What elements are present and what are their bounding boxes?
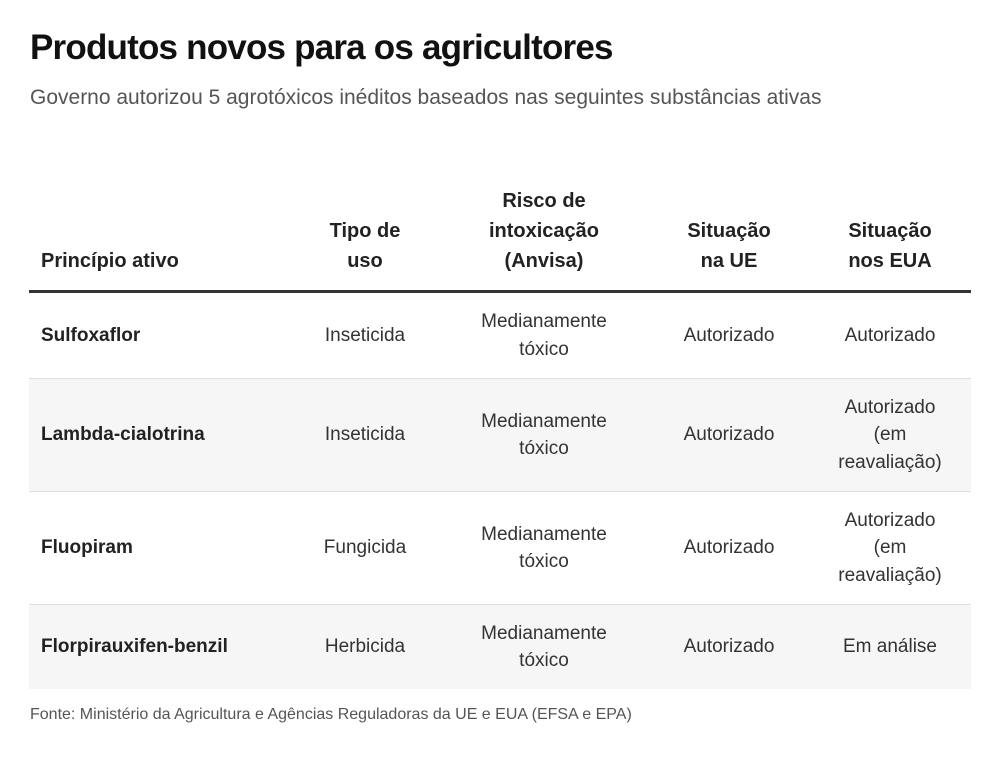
cell-principio-ativo: Fluopiram xyxy=(29,491,291,605)
cell-risco-label: Medianamente tóxico xyxy=(481,410,607,460)
header-tipo-de-uso: Tipo de uso xyxy=(291,166,439,293)
table-row: Fluopiram Fungicida Medianamente tóxico … xyxy=(29,491,971,605)
cell-tipo-de-uso: Inseticida xyxy=(291,291,439,379)
header-risco-intoxicacao-label: Risco de intoxicação (Anvisa) xyxy=(488,190,600,272)
cell-risco-label: Medianamente tóxico xyxy=(481,311,607,360)
cell-situacao-ue: Autorizado xyxy=(649,604,809,689)
cell-situacao-eua: Autorizado (em reavaliação) xyxy=(809,491,971,605)
cell-situacao-eua: Autorizado (em reavaliação) xyxy=(809,378,971,492)
table-body: Sulfoxaflor Inseticida Medianamente tóxi… xyxy=(29,291,971,689)
cell-risco-intoxicacao: Medianamente tóxico xyxy=(439,378,649,492)
cell-risco-label: Medianamente tóxico xyxy=(481,622,607,672)
header-situacao-eua-label: Situação nos EUA xyxy=(848,220,932,272)
cell-eua-label: Em análise xyxy=(843,636,937,658)
cell-risco-label: Medianamente tóxico xyxy=(481,523,607,573)
table-row: Florpirauxifen-benzil Herbicida Medianam… xyxy=(29,604,971,689)
header-tipo-de-uso-label: Tipo de uso xyxy=(329,220,401,272)
cell-situacao-eua: Em análise xyxy=(809,604,971,689)
cell-eua-label: Autorizado xyxy=(844,324,936,346)
cell-situacao-ue: Autorizado xyxy=(649,378,809,492)
cell-risco-intoxicacao: Medianamente tóxico xyxy=(439,291,649,379)
cell-eua-label: Autorizado (em reavaliação) xyxy=(838,509,942,586)
cell-risco-intoxicacao: Medianamente tóxico xyxy=(439,491,649,605)
table-row: Lambda-cialotrina Inseticida Medianament… xyxy=(29,378,971,492)
header-situacao-ue-label: Situação na UE xyxy=(687,220,771,272)
cell-principio-ativo: Sulfoxaflor xyxy=(29,291,291,379)
header-situacao-eua: Situação nos EUA xyxy=(809,166,971,293)
cell-situacao-ue: Autorizado xyxy=(649,291,809,379)
cell-tipo-de-uso: Fungicida xyxy=(291,491,439,605)
cell-principio-ativo: Lambda-cialotrina xyxy=(29,378,291,492)
cell-principio-ativo: Florpirauxifen-benzil xyxy=(29,604,291,689)
cell-risco-intoxicacao: Medianamente tóxico xyxy=(439,604,649,689)
substances-table: Princípio ativo Tipo de uso Risco de int… xyxy=(29,166,971,689)
page-subtitle: Governo autorizou 5 agrotóxicos inéditos… xyxy=(30,86,822,109)
cell-eua-label: Autorizado (em reavaliação) xyxy=(838,396,942,473)
header-principio-ativo: Princípio ativo xyxy=(29,166,291,293)
header-row: Princípio ativo Tipo de uso Risco de int… xyxy=(29,166,971,293)
page-title: Produtos novos para os agricultores xyxy=(30,28,614,67)
cell-tipo-de-uso: Herbicida xyxy=(291,604,439,689)
cell-tipo-de-uso: Inseticida xyxy=(291,378,439,492)
source-note: Fonte: Ministério da Agricultura e Agênc… xyxy=(30,706,632,723)
header-situacao-ue: Situação na UE xyxy=(649,166,809,293)
table-header: Princípio ativo Tipo de uso Risco de int… xyxy=(29,166,971,293)
cell-situacao-eua: Autorizado xyxy=(809,291,971,379)
table-row: Sulfoxaflor Inseticida Medianamente tóxi… xyxy=(29,291,971,379)
cell-situacao-ue: Autorizado xyxy=(649,491,809,605)
header-risco-intoxicacao: Risco de intoxicação (Anvisa) xyxy=(439,166,649,293)
